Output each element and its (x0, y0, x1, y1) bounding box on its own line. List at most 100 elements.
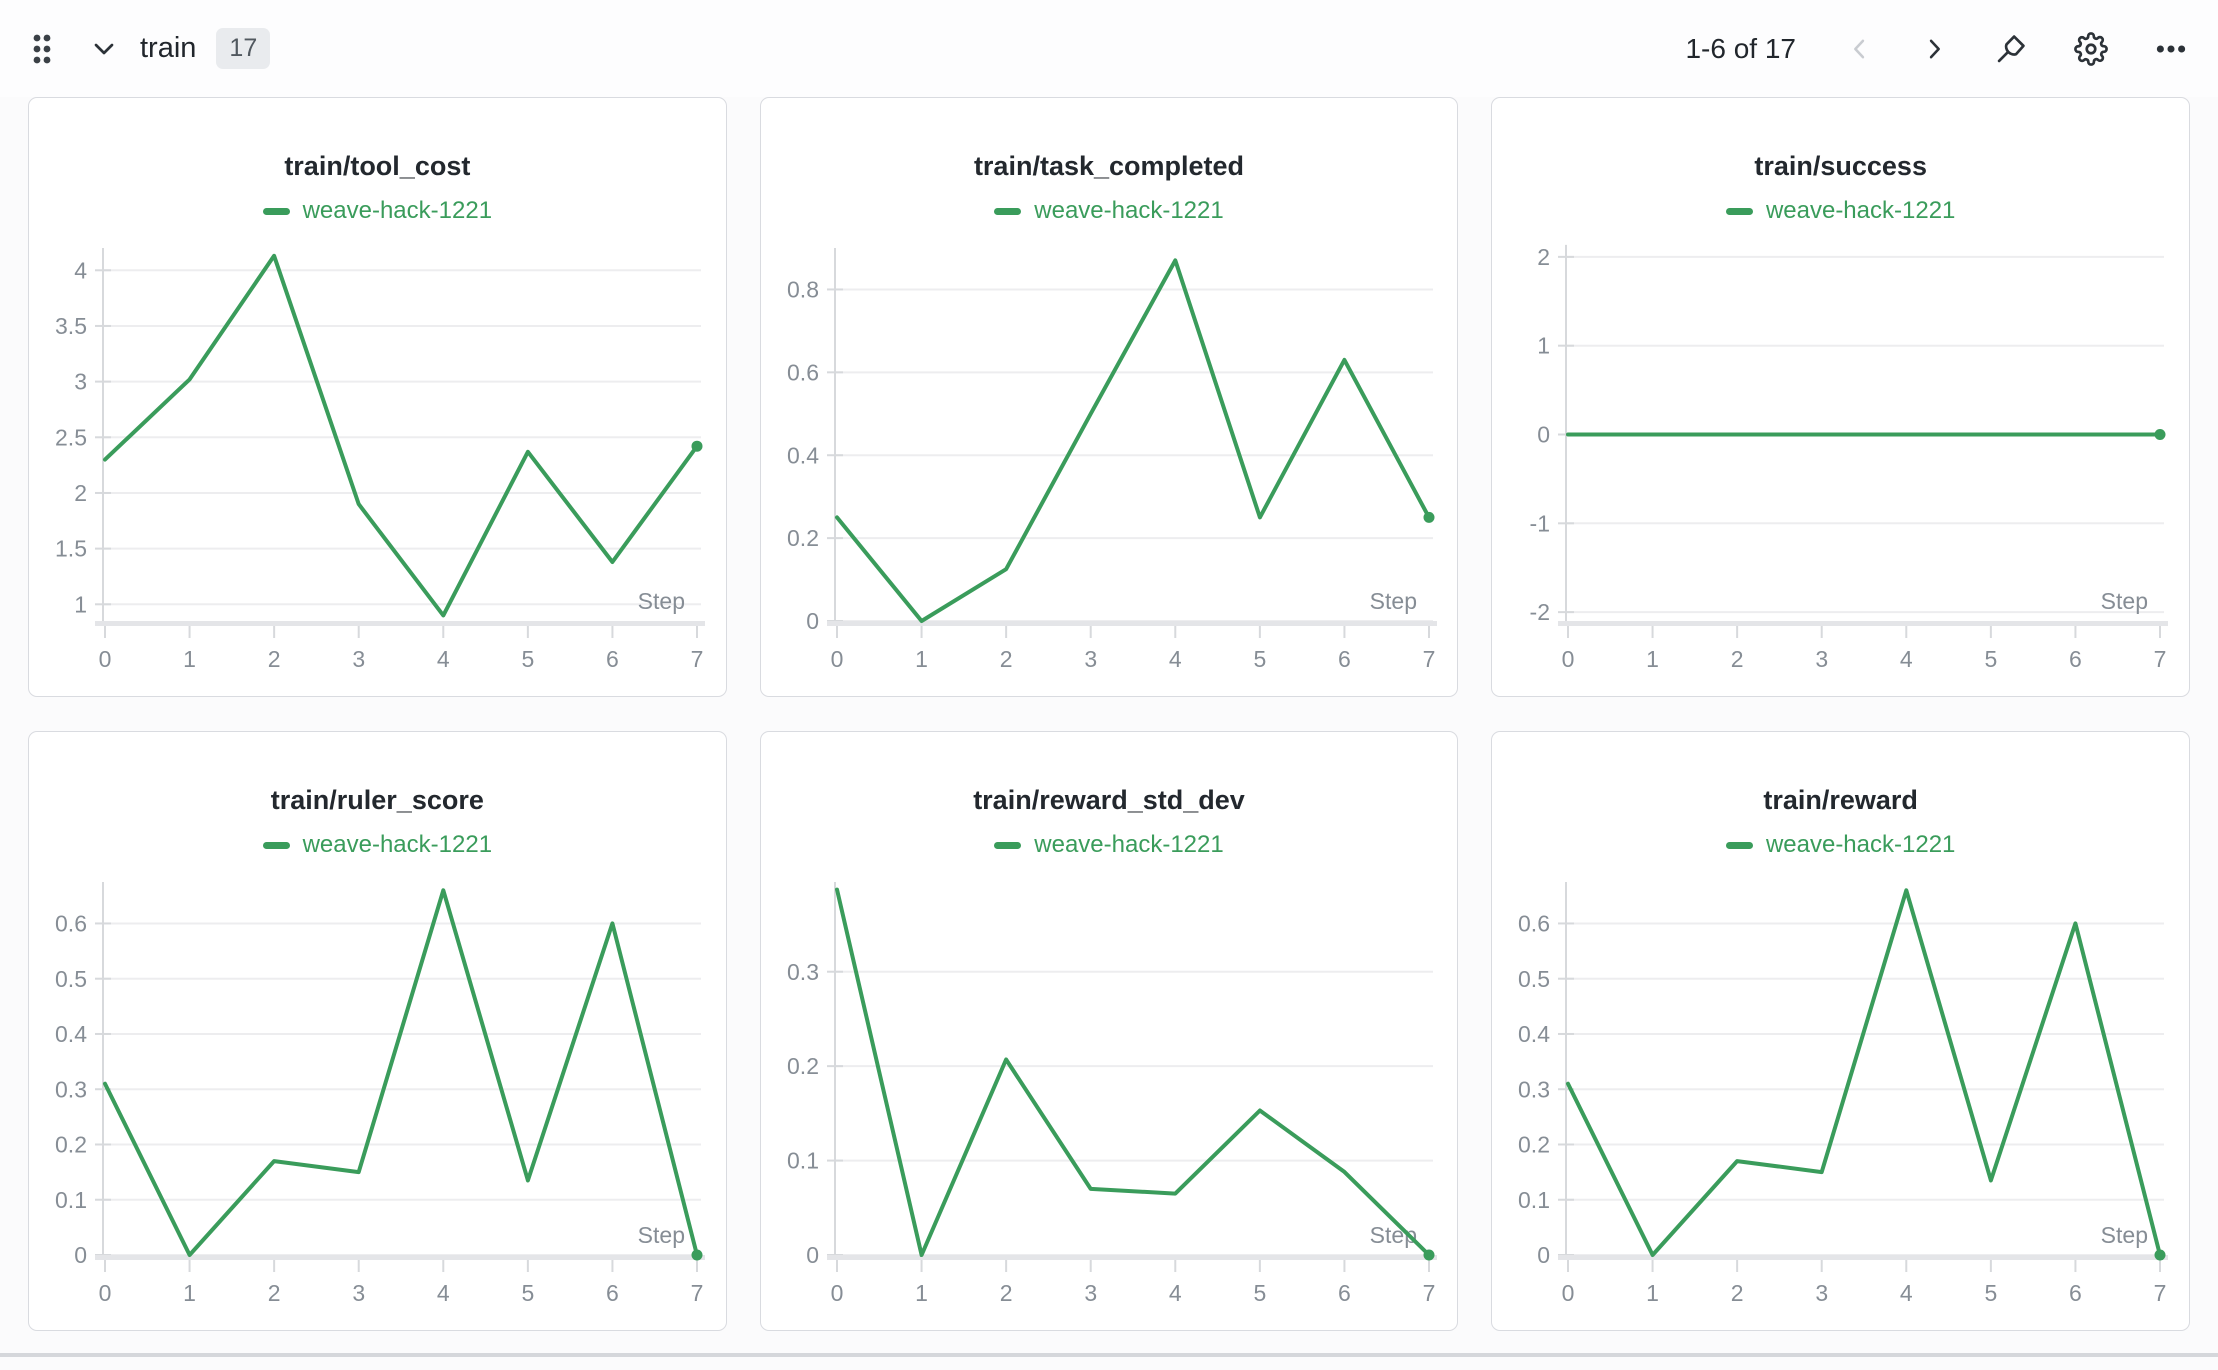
svg-text:Step: Step (638, 588, 685, 614)
chevron-down-icon[interactable] (88, 33, 120, 65)
line-chart-svg: 0 0.2 0.4 0.6 0.8 0 1 2 3 4 5 6 7 Step (787, 248, 1437, 672)
svg-text:0: 0 (830, 1280, 843, 1306)
svg-text:0.5: 0.5 (1518, 966, 1550, 992)
svg-text:2: 2 (268, 646, 281, 672)
panel-count-badge: 17 (216, 28, 271, 69)
svg-text:4: 4 (1169, 1280, 1182, 1306)
svg-text:3.5: 3.5 (55, 313, 87, 339)
legend-run-name: weave-hack-1221 (1765, 831, 1956, 858)
pin-icon[interactable] (1994, 32, 2028, 66)
svg-text:3: 3 (1084, 1280, 1097, 1306)
svg-text:0: 0 (99, 1280, 112, 1306)
svg-text:7: 7 (2154, 1280, 2167, 1306)
svg-text:4: 4 (74, 257, 87, 283)
svg-text:1: 1 (1647, 646, 1660, 672)
panel-card[interactable]: train/task_completed weave-hack-1221 0 0.2 0… (759, 97, 1459, 697)
next-page-icon[interactable] (1920, 35, 1948, 63)
svg-text:1: 1 (915, 646, 928, 672)
chart-title: train/reward (1763, 785, 1918, 815)
svg-text:Step: Step (2101, 588, 2148, 614)
chart-title: train/ruler_score (270, 785, 484, 815)
svg-text:0: 0 (806, 1242, 819, 1268)
svg-text:0.3: 0.3 (1518, 1076, 1550, 1102)
svg-text:0.6: 0.6 (787, 359, 819, 385)
svg-text:3: 3 (1084, 646, 1097, 672)
svg-text:Step: Step (638, 1222, 685, 1248)
svg-text:-2: -2 (1530, 599, 1550, 625)
svg-text:3: 3 (1816, 646, 1829, 672)
legend-run-name: weave-hack-1221 (302, 831, 493, 858)
svg-text:0: 0 (1538, 1242, 1551, 1268)
panel-card[interactable]: train/reward_std_dev weave-hack-1221 0 0.1 0… (759, 731, 1459, 1331)
svg-text:0.4: 0.4 (1518, 1021, 1550, 1047)
svg-text:7: 7 (1422, 1280, 1435, 1306)
svg-text:2.5: 2.5 (55, 424, 87, 450)
legend-run-name: weave-hack-1221 (1765, 197, 1956, 224)
svg-text:7: 7 (2154, 646, 2167, 672)
panel-grid: train/tool_cost weave-hack-1221 1 1.5 2 2.5 3 3… (0, 97, 2218, 1331)
svg-text:5: 5 (1985, 1280, 1998, 1306)
svg-text:0.1: 0.1 (787, 1148, 819, 1174)
svg-text:4: 4 (1169, 646, 1182, 672)
svg-text:0: 0 (74, 1242, 87, 1268)
svg-text:0.5: 0.5 (55, 966, 87, 992)
chart-legend: weave-hack-1221 (29, 196, 726, 226)
svg-text:0.2: 0.2 (1518, 1132, 1550, 1158)
gear-icon[interactable] (2074, 31, 2108, 66)
drag-handle-icon[interactable] (30, 32, 54, 66)
svg-text:4: 4 (1900, 1280, 1913, 1306)
svg-text:2: 2 (268, 1280, 281, 1306)
svg-text:5: 5 (1985, 646, 1998, 672)
legend-dash-icon (262, 207, 290, 215)
svg-text:2: 2 (999, 646, 1012, 672)
svg-text:7: 7 (1422, 646, 1435, 672)
more-options-icon[interactable] (2154, 32, 2188, 66)
line-chart-svg: 1 1.5 2 2.5 3 3.5 4 0 1 2 3 4 5 6 7 Step (55, 248, 705, 672)
svg-text:6: 6 (606, 1280, 619, 1306)
svg-text:6: 6 (606, 646, 619, 672)
chart-legend: weave-hack-1221 (761, 830, 1458, 860)
svg-text:3: 3 (74, 369, 87, 395)
panel-card[interactable]: train/ruler_score weave-hack-1221 0 0.1 0.2 0… (28, 731, 727, 1331)
svg-text:2: 2 (1731, 1280, 1744, 1306)
chart-legend: weave-hack-1221 (1492, 196, 2189, 226)
chart-canvas[interactable]: 0 0.1 0.2 0.3 0.4 0.5 0.6 0 1 2 3 4 5 6 7 Step (1492, 872, 2189, 1330)
svg-text:6: 6 (2069, 646, 2082, 672)
chart-canvas[interactable]: 0 0.1 0.2 0.3 0 1 2 3 4 5 6 7 Step (761, 872, 1458, 1330)
svg-text:3: 3 (352, 646, 365, 672)
svg-text:1: 1 (183, 646, 196, 672)
svg-text:1: 1 (74, 591, 87, 617)
chart-canvas[interactable]: 1 1.5 2 2.5 3 3.5 4 0 1 2 3 4 5 6 7 Step (29, 238, 726, 696)
chart-title: train/reward_std_dev (973, 785, 1245, 815)
panel-card[interactable]: train/tool_cost weave-hack-1221 1 1.5 2 2.5 3 3… (28, 97, 727, 697)
svg-text:2: 2 (74, 480, 87, 506)
chart-canvas[interactable]: 0 0.1 0.2 0.3 0.4 0.5 0.6 0 1 2 3 4 5 6 7 Step (29, 872, 726, 1330)
line-chart-svg: 0 0.1 0.2 0.3 0.4 0.5 0.6 0 1 2 3 4 5 6 7 Step (55, 882, 705, 1306)
svg-text:0.3: 0.3 (55, 1076, 87, 1102)
svg-text:5: 5 (1253, 646, 1266, 672)
svg-text:3: 3 (1816, 1280, 1829, 1306)
svg-text:0.2: 0.2 (787, 525, 819, 551)
prev-page-icon[interactable] (1846, 35, 1874, 63)
chart-title: train/tool_cost (284, 151, 471, 181)
svg-text:2: 2 (1731, 646, 1744, 672)
svg-text:6: 6 (2069, 1280, 2082, 1306)
svg-text:0.6: 0.6 (1518, 910, 1550, 936)
svg-text:7: 7 (691, 646, 704, 672)
svg-text:0.4: 0.4 (787, 442, 819, 468)
svg-text:6: 6 (1338, 646, 1351, 672)
panel-card[interactable]: train/success weave-hack-1221 -2 -1 0 1 2 0 1 2 3 4… (1491, 97, 2190, 697)
line-chart-svg: 0 0.1 0.2 0.3 0.4 0.5 0.6 0 1 2 3 4 5 6 7 Step (1518, 882, 2169, 1306)
svg-text:0.6: 0.6 (55, 910, 87, 936)
line-chart-svg: -2 -1 0 1 2 0 1 2 3 4 5 6 7 Step (1530, 244, 2169, 672)
chart-canvas[interactable]: 0 0.2 0.4 0.6 0.8 0 1 2 3 4 5 6 7 Step (761, 238, 1458, 696)
chart-canvas[interactable]: -2 -1 0 1 2 0 1 2 3 4 5 6 7 Step (1492, 238, 2189, 696)
svg-text:0.2: 0.2 (55, 1132, 87, 1158)
legend-run-name: weave-hack-1221 (1034, 197, 1224, 224)
legend-dash-icon (1725, 841, 1753, 849)
chart-legend: weave-hack-1221 (761, 196, 1458, 226)
legend-dash-icon (994, 207, 1022, 215)
section-title[interactable]: train (140, 32, 197, 64)
panel-card[interactable]: train/reward weave-hack-1221 0 0.1 0.2 0.3 0.4… (1491, 731, 2190, 1331)
svg-text:0.2: 0.2 (787, 1053, 819, 1079)
